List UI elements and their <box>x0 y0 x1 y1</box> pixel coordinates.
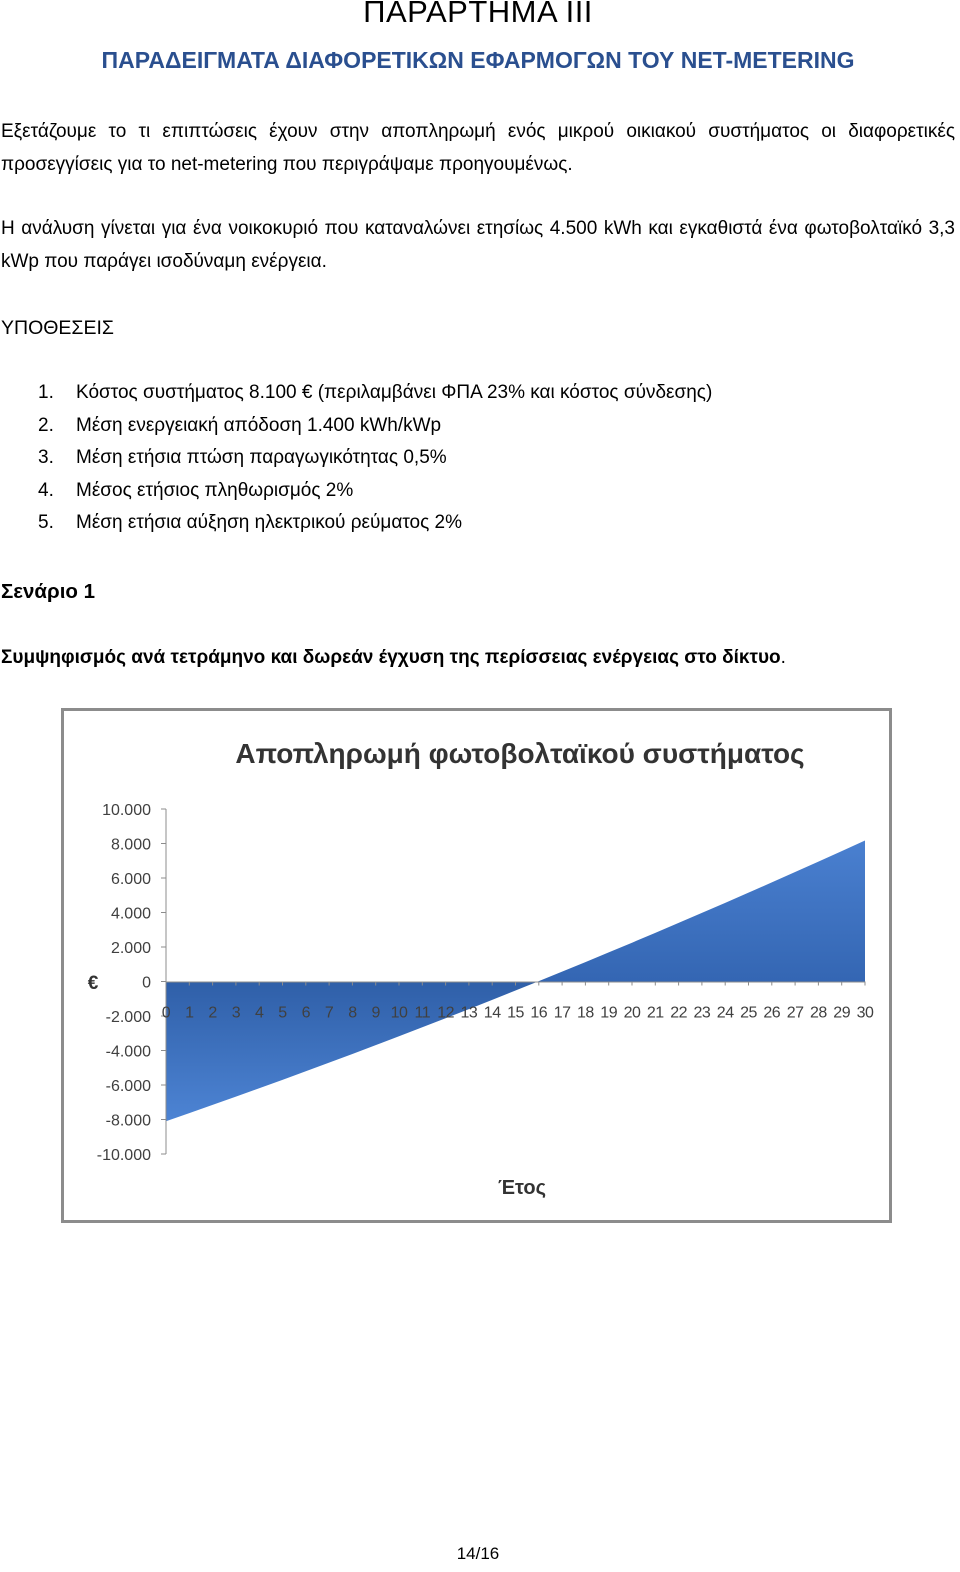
x-tick-label: 23 <box>694 1005 711 1022</box>
scenario-description-text: Συμψηφισμός ανά τετράμηνο και δωρεάν έγχ… <box>1 647 781 668</box>
list-item-number: 4. <box>38 479 54 501</box>
x-tick-label: 21 <box>647 1005 664 1022</box>
appendix-title: ΠΑΡΑΡΤΗΜΑ ΙΙΙ <box>363 0 593 29</box>
x-ticks: 0 1 2 3 4 5 6 7 8 9 10 11 12 13 14 15 16 17 18 19 20 21 22 23 24… <box>162 981 875 1022</box>
area-positive <box>537 840 865 982</box>
x-tick-label: 5 <box>278 1005 287 1022</box>
x-tick-label: 0 <box>162 1005 171 1022</box>
x-tick-label: 10 <box>391 1005 408 1022</box>
scenario-description: Συμψηφισμός ανά τετράμηνο και δωρεάν έγχ… <box>1 641 786 674</box>
y-tick-label: 8.000 <box>111 837 151 854</box>
y-tick-label: -4.000 <box>106 1044 151 1061</box>
x-tick-label: 16 <box>530 1005 547 1022</box>
list-item-text: Μέσος ετήσιος πληθωρισμός 2% <box>76 479 354 501</box>
list-item-text: Μέση ετήσια πτώση παραγωγικότητας 0,5% <box>76 447 447 469</box>
x-tick-label: 14 <box>484 1005 501 1022</box>
list-item: 3. Μέση ετήσια πτώση παραγωγικότητας 0,5% <box>0 442 712 475</box>
page-number: 14/16 <box>456 1544 500 1563</box>
x-tick-label: 22 <box>670 1005 687 1022</box>
list-item-number: 5. <box>38 512 54 534</box>
scenario-heading: Σενάριο 1 <box>1 580 96 603</box>
y-tick-label: 0 <box>142 975 151 992</box>
list-item: 2. Μέση ενεργειακή απόδοση 1.400 kWh/kWp <box>0 410 712 443</box>
x-tick-label: 12 <box>437 1005 454 1022</box>
x-tick-label: 25 <box>740 1005 757 1022</box>
x-tick-label: 30 <box>857 1005 874 1022</box>
x-tick-label: 2 <box>208 1005 217 1022</box>
x-tick-label: 9 <box>371 1005 380 1022</box>
intro-paragraph-1: Εξετάζουμε το τι επιπτώσεις έχουν στην α… <box>1 121 955 175</box>
y-tick-label: 2.000 <box>111 940 151 957</box>
x-tick-label: 27 <box>787 1005 804 1022</box>
x-tick-label: 1 <box>185 1005 194 1022</box>
payback-chart-svg: Αποπληρωμή φωτοβολταϊκού συστήματος 10.0… <box>88 738 875 1199</box>
list-item: 5. Μέση ετήσια αύξηση ηλεκτρικού ρεύματος… <box>0 507 712 540</box>
list-item: 1. Κόστος συστήματος 8.100 € (περιλαμβάνε… <box>0 377 712 410</box>
payback-chart: Αποπληρωμή φωτοβολταϊκού συστήματος 10.0… <box>61 708 892 1223</box>
list-item-number: 3. <box>38 447 54 469</box>
intro-paragraph-2: Η ανάλυση γίνεται για ένα νοικοκυριό που… <box>1 218 955 272</box>
y-tick-label: -6.000 <box>106 1078 151 1095</box>
y-tick-label: 10.000 <box>102 802 151 819</box>
y-tick-label: 6.000 <box>111 871 151 888</box>
list-item-number: 1. <box>38 382 54 403</box>
list-item: 4. Μέσος ετήσιος πληθωρισμός 2% <box>0 475 712 508</box>
x-tick-label: 11 <box>414 1005 430 1022</box>
y-tick-label: 4.000 <box>111 906 151 923</box>
appendix-subtitle: ΠΑΡΑΔΕΙΓΜΑΤΑ ΔΙΑΦΟΡΕΤΙΚΩΝ ΕΦΑΡΜΟΓΩΝ ΤΟΥ … <box>101 47 855 73</box>
x-tick-label: 13 <box>461 1005 478 1022</box>
x-tick-label: 17 <box>554 1005 571 1022</box>
x-tick-label: 24 <box>717 1005 734 1022</box>
assumptions-list: 1. Κόστος συστήματος 8.100 € (περιλαμβάνε… <box>0 377 712 540</box>
chart-title: Αποπληρωμή φωτοβολταϊκού συστήματος <box>235 738 804 769</box>
list-item-text: Κόστος συστήματος 8.100 € (περιλαμβάνει … <box>76 382 713 403</box>
y-ticks: 10.000 8.000 6.000 4.000 2.000 0 -2.000 -4.000 -… <box>97 802 166 1164</box>
x-tick-label: 8 <box>348 1005 357 1022</box>
scenario-description-period: . <box>780 647 786 668</box>
x-tick-label: 3 <box>232 1005 241 1022</box>
list-item-number: 2. <box>38 414 54 436</box>
x-tick-label: 20 <box>624 1005 641 1022</box>
assumptions-heading: ΥΠΟΘΕΣΕΙΣ <box>1 317 114 339</box>
x-tick-label: 4 <box>255 1005 264 1022</box>
x-tick-label: 6 <box>302 1005 311 1022</box>
x-tick-label: 18 <box>577 1005 594 1022</box>
list-item-text: Μέση ενεργειακή απόδοση 1.400 kWh/kWp <box>76 414 442 436</box>
x-tick-label: 15 <box>507 1005 524 1022</box>
x-tick-label: 19 <box>600 1005 617 1022</box>
x-tick-label: 26 <box>763 1005 780 1022</box>
list-item-text: Μέση ετήσια αύξηση ηλεκτρικού ρεύματος 2… <box>76 512 463 534</box>
y-tick-label: -2.000 <box>106 1009 151 1026</box>
y-tick-label: -10.000 <box>97 1147 151 1164</box>
area-layer <box>166 840 865 1122</box>
x-tick-label: 7 <box>325 1005 334 1022</box>
x-axis-label: Έτος <box>498 1177 546 1199</box>
y-tick-label: -8.000 <box>106 1113 151 1130</box>
x-tick-label: 28 <box>810 1005 827 1022</box>
x-tick-label: 29 <box>833 1005 850 1022</box>
area-negative <box>166 981 538 1122</box>
y-axis-label: € <box>88 973 99 994</box>
